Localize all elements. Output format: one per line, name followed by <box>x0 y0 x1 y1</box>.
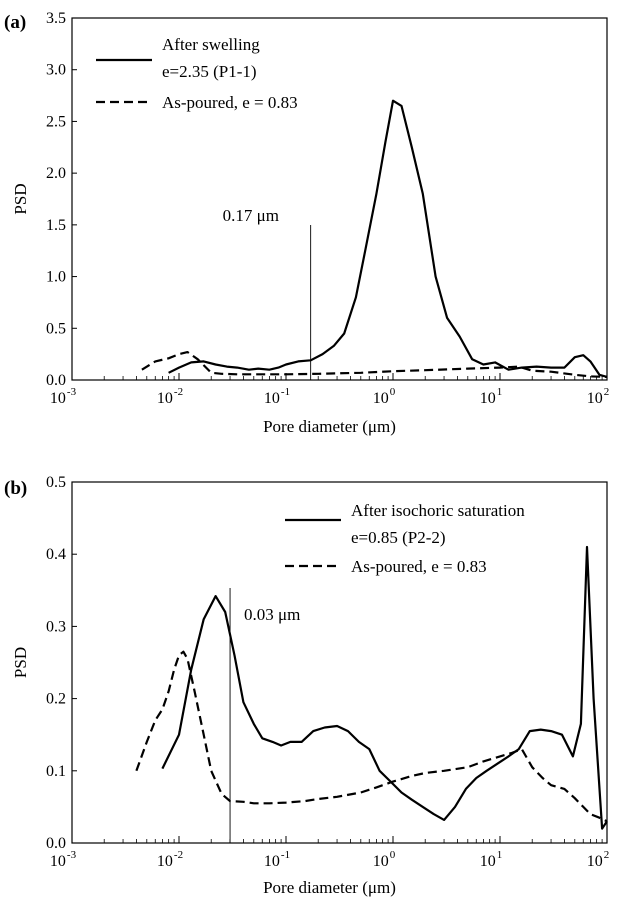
x-tick-label: 10-2 <box>157 386 183 407</box>
legend-label-line2: e=0.85 (P2-2) <box>351 528 446 547</box>
legend-label: As-poured, e = 0.83 <box>162 93 298 112</box>
x-axis-label: Pore diameter (μm) <box>263 878 396 897</box>
x-tick-label: 10-3 <box>50 849 77 870</box>
y-tick-label: 0.4 <box>46 546 66 563</box>
y-tick-label: 0.0 <box>46 835 66 852</box>
y-tick-label: 0.2 <box>46 691 66 708</box>
x-tick-label: 100 <box>373 386 396 407</box>
y-tick-label: 1.5 <box>46 217 66 234</box>
series-line-as-poured <box>141 351 608 378</box>
y-tick-label: 0.0 <box>46 372 66 389</box>
annotation-label: 0.03 μm <box>244 605 300 624</box>
x-tick-label: 101 <box>480 849 503 870</box>
panel-label: (a) <box>4 12 26 33</box>
x-tick-label: 10-1 <box>264 386 290 407</box>
y-tick-label: 3.0 <box>46 62 66 79</box>
panel-a: 0.0 0.5 1.0 1.5 2.0 2.5 3.0 3.5 10-3 10-2 10-1 100 1… <box>4 10 609 436</box>
x-tick-label: 102 <box>587 849 610 870</box>
legend-label: As-poured, e = 0.83 <box>351 557 487 576</box>
annotation-label: 0.17 μm <box>223 206 279 225</box>
legend-label: After swelling <box>162 35 260 54</box>
series-line-main <box>168 99 608 378</box>
y-axis-label: PSD <box>11 183 30 214</box>
series-line-main <box>161 545 608 830</box>
panel-label: (b) <box>4 478 27 499</box>
x-tick-label: 100 <box>373 849 396 870</box>
axes-frame <box>71 481 608 844</box>
y-tick-label: 0.1 <box>46 763 66 780</box>
axes-frame <box>71 17 608 381</box>
x-tick-label: 101 <box>480 386 503 407</box>
series-line-as-poured <box>135 650 608 823</box>
x-tick-label: 102 <box>587 386 610 407</box>
legend-label: After isochoric saturation <box>351 501 525 520</box>
x-tick-label: 10-2 <box>157 849 183 870</box>
panel-b: 0.0 0.1 0.2 0.3 0.4 0.5 10-3 10-2 10-1 100 101 102 P… <box>4 474 609 897</box>
y-tick-label: 3.5 <box>46 10 66 27</box>
x-tick-label: 10-1 <box>264 849 290 870</box>
y-tick-label: 0.3 <box>46 618 66 635</box>
y-tick-label: 0.5 <box>46 320 66 337</box>
x-axis-label: Pore diameter (μm) <box>263 417 396 436</box>
y-tick-label: 2.5 <box>46 113 66 130</box>
y-tick-label: 0.5 <box>46 474 66 491</box>
y-tick-label: 1.0 <box>46 269 66 286</box>
x-tick-label: 10-3 <box>50 386 77 407</box>
y-tick-label: 2.0 <box>46 165 66 182</box>
y-axis-label: PSD <box>11 647 30 678</box>
legend-label-line2: e=2.35 (P1-1) <box>162 62 257 81</box>
